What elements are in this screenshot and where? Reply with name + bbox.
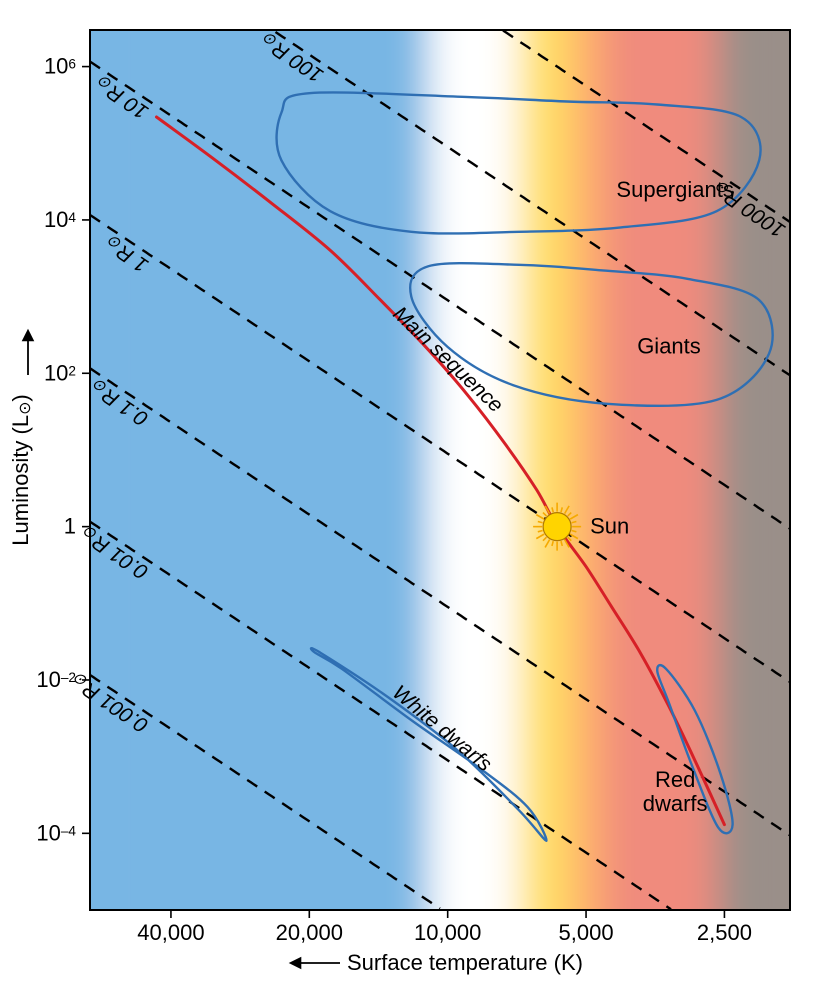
y-axis-label: Luminosity (L⊙) [8,394,34,545]
y-tick-label: 1 [64,514,76,539]
x-axis-label: Surface temperature (K) [347,950,583,975]
y-ticks: 106 104 102 1 10–2 10–4 [36,54,90,846]
x-tick-label: 10,000 [414,920,481,945]
region-label: Supergiants [616,177,733,202]
y-tick-label: 10–2 [36,667,76,692]
y-tick-label: 104 [44,207,76,232]
x-tick-label: 40,000 [137,920,204,945]
x-tick-label: 20,000 [276,920,343,945]
hr-diagram-svg: 0.001 R⊙0.01 R⊙0.1 R⊙1 R⊙10 R⊙100 R⊙1000… [0,0,816,1000]
x-tick-label: 2,500 [697,920,752,945]
y-tick-label: 102 [44,360,76,385]
x-ticks: 40,000 20,000 10,000 5,000 2,500 [137,910,752,945]
y-tick-label: 10–4 [36,820,76,845]
hr-diagram: { "chart": { "type": "hr-diagram", "widt… [0,0,816,1000]
region-label: Giants [637,334,701,359]
y-tick-label: 106 [44,54,76,79]
sun-label: Sun [590,514,629,539]
x-tick-label: 5,000 [559,920,614,945]
